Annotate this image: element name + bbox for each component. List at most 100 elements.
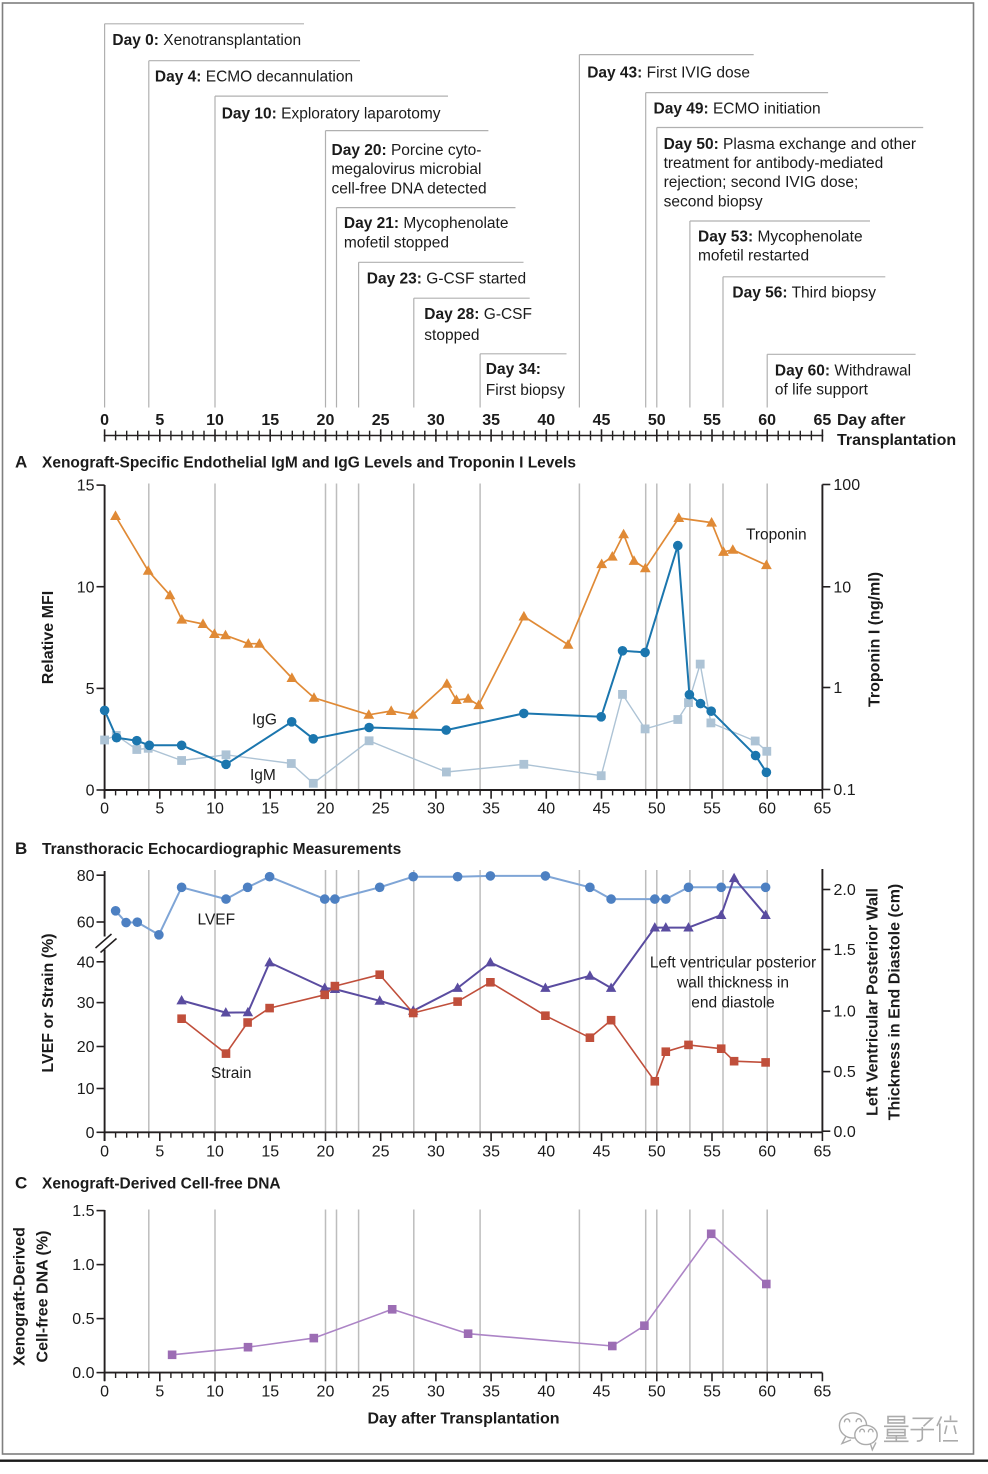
svg-text:Day 20: Porcine cyto-: Day 20: Porcine cyto- — [332, 142, 482, 159]
svg-text:Troponin I (ng/ml): Troponin I (ng/ml) — [867, 572, 884, 707]
svg-text:Day 56: Third biopsy: Day 56: Third biopsy — [732, 285, 876, 302]
svg-text:45: 45 — [593, 1383, 611, 1400]
svg-text:10: 10 — [206, 1144, 224, 1161]
svg-text:stopped: stopped — [424, 327, 479, 344]
svg-text:Day 4: ECMO decannulation: Day 4: ECMO decannulation — [155, 69, 353, 86]
svg-text:65: 65 — [813, 412, 831, 429]
svg-text:Xenograft-Specific Endothelial: Xenograft-Specific Endothelial IgM and I… — [42, 455, 576, 472]
svg-text:5: 5 — [155, 412, 164, 429]
svg-text:Cell-free DNA (%): Cell-free DNA (%) — [35, 1231, 52, 1363]
svg-text:treatment for antibody-mediate: treatment for antibody-mediated — [664, 155, 884, 172]
svg-text:45: 45 — [593, 1144, 611, 1161]
svg-text:0.5: 0.5 — [834, 1064, 856, 1081]
svg-text:Day 21: Mycophenolate: Day 21: Mycophenolate — [344, 215, 509, 232]
svg-text:65: 65 — [813, 1383, 831, 1400]
svg-text:mofetil restarted: mofetil restarted — [698, 248, 809, 265]
svg-text:50: 50 — [648, 801, 666, 818]
svg-text:55: 55 — [703, 1144, 721, 1161]
svg-text:15: 15 — [77, 478, 95, 495]
svg-text:0: 0 — [100, 1383, 109, 1400]
svg-text:0.1: 0.1 — [833, 782, 855, 799]
svg-text:Day 53: Mycophenolate: Day 53: Mycophenolate — [698, 228, 863, 245]
svg-text:Thickness in End Diastole (cm): Thickness in End Diastole (cm) — [887, 884, 904, 1121]
svg-text:55: 55 — [703, 412, 721, 429]
svg-text:60: 60 — [758, 412, 776, 429]
svg-text:20: 20 — [317, 801, 335, 818]
svg-text:0.0: 0.0 — [72, 1365, 94, 1382]
svg-text:B: B — [15, 839, 27, 858]
svg-text:Left Ventricular Posterior Wal: Left Ventricular Posterior Wall — [865, 888, 882, 1116]
svg-text:end diastole: end diastole — [691, 995, 775, 1012]
svg-text:15: 15 — [261, 412, 279, 429]
svg-text:15: 15 — [261, 801, 279, 818]
svg-text:1.5: 1.5 — [72, 1203, 94, 1220]
svg-text:Day 50: Plasma exchange and ot: Day 50: Plasma exchange and other — [664, 136, 916, 153]
svg-text:Day after: Day after — [837, 412, 905, 429]
svg-text:65: 65 — [813, 1144, 831, 1161]
svg-text:1.5: 1.5 — [834, 942, 856, 959]
svg-text:30: 30 — [427, 1144, 445, 1161]
svg-text:80: 80 — [77, 868, 95, 885]
svg-text:20: 20 — [77, 1039, 95, 1056]
svg-text:45: 45 — [593, 412, 611, 429]
svg-text:Strain: Strain — [211, 1065, 252, 1082]
svg-text:55: 55 — [703, 801, 721, 818]
svg-text:Day 34:: Day 34: — [486, 361, 541, 378]
svg-text:Day 60: Withdrawal: Day 60: Withdrawal — [775, 363, 911, 380]
svg-text:cell-free DNA detected: cell-free DNA detected — [332, 180, 487, 197]
svg-text:65: 65 — [813, 801, 831, 818]
svg-text:1: 1 — [833, 680, 842, 697]
svg-text:35: 35 — [482, 801, 500, 818]
svg-text:Day 43: First IVIG dose: Day 43: First IVIG dose — [587, 65, 750, 82]
svg-text:60: 60 — [758, 801, 776, 818]
svg-text:Relative MFI: Relative MFI — [40, 591, 57, 684]
svg-text:40: 40 — [537, 1144, 555, 1161]
svg-text:5: 5 — [155, 1383, 164, 1400]
svg-text:Left ventricular posterior: Left ventricular posterior — [650, 955, 816, 972]
svg-text:45: 45 — [593, 801, 611, 818]
svg-text:55: 55 — [703, 1383, 721, 1400]
svg-text:wall thickness in: wall thickness in — [676, 975, 789, 992]
svg-text:LVEF: LVEF — [198, 912, 236, 929]
svg-text:40: 40 — [537, 412, 555, 429]
svg-text:30: 30 — [77, 995, 95, 1012]
svg-text:second biopsy: second biopsy — [664, 193, 763, 210]
svg-text:0: 0 — [100, 412, 109, 429]
svg-text:Xenograft-Derived: Xenograft-Derived — [12, 1227, 29, 1366]
svg-text:2.0: 2.0 — [834, 882, 856, 899]
svg-text:15: 15 — [261, 1383, 279, 1400]
svg-text:35: 35 — [482, 412, 500, 429]
svg-text:Day 23: G-CSF started: Day 23: G-CSF started — [367, 270, 526, 287]
svg-text:Day after Transplantation: Day after Transplantation — [367, 1411, 559, 1428]
svg-text:1.0: 1.0 — [72, 1257, 94, 1274]
svg-text:100: 100 — [833, 477, 860, 494]
svg-text:LVEF or Strain (%): LVEF or Strain (%) — [40, 933, 57, 1072]
svg-text:Day 49: ECMO initiation: Day 49: ECMO initiation — [654, 100, 821, 117]
svg-text:Troponin: Troponin — [746, 527, 807, 544]
svg-text:1.0: 1.0 — [834, 1004, 856, 1021]
svg-text:30: 30 — [427, 801, 445, 818]
svg-text:Transthoracic Echocardiographi: Transthoracic Echocardiographic Measurem… — [42, 841, 401, 858]
svg-text:IgM: IgM — [250, 767, 276, 784]
svg-text:0: 0 — [86, 783, 95, 800]
svg-text:20: 20 — [317, 1144, 335, 1161]
svg-text:Day 10: Exploratory laparotomy: Day 10: Exploratory laparotomy — [222, 106, 441, 123]
svg-text:60: 60 — [758, 1383, 776, 1400]
svg-text:C: C — [15, 1174, 27, 1193]
svg-text:50: 50 — [648, 412, 666, 429]
svg-text:0: 0 — [100, 801, 109, 818]
svg-text:35: 35 — [482, 1144, 500, 1161]
svg-text:10: 10 — [833, 579, 851, 596]
svg-text:10: 10 — [77, 1081, 95, 1098]
svg-text:50: 50 — [648, 1144, 666, 1161]
svg-text:10: 10 — [206, 1383, 224, 1400]
svg-text:25: 25 — [372, 1144, 390, 1161]
svg-text:30: 30 — [427, 412, 445, 429]
svg-text:60: 60 — [758, 1144, 776, 1161]
svg-text:Day 28: G-CSF: Day 28: G-CSF — [424, 306, 532, 323]
svg-text:mofetil stopped: mofetil stopped — [344, 235, 449, 252]
svg-text:0.5: 0.5 — [72, 1311, 94, 1328]
svg-text:10: 10 — [206, 801, 224, 818]
svg-text:15: 15 — [261, 1144, 279, 1161]
svg-text:of life support: of life support — [775, 382, 869, 399]
